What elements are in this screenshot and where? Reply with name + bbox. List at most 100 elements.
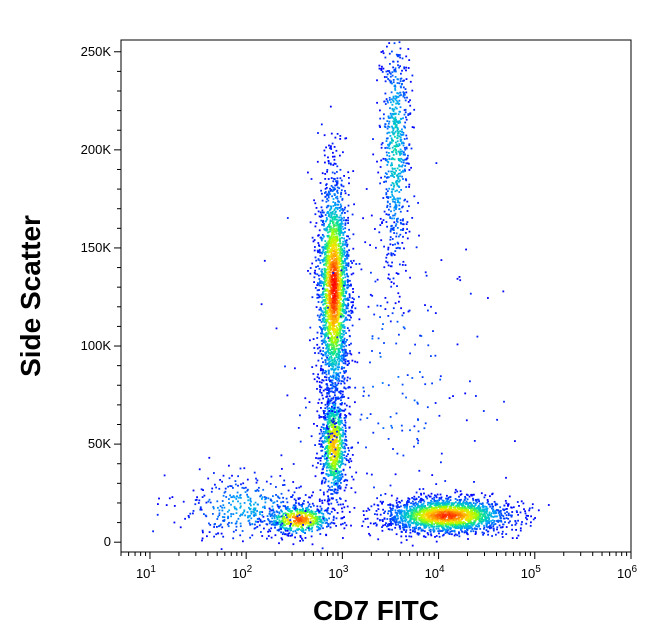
data-point [317,282,319,284]
data-point [333,470,336,473]
data-point [340,420,343,422]
data-point [389,265,392,268]
data-point [325,227,328,230]
data-point [272,508,274,511]
data-point [340,271,343,273]
data-point [347,304,349,307]
data-point [327,352,330,354]
data-point [399,175,401,178]
data-point [326,416,329,419]
data-point [332,435,335,438]
data-point [256,525,259,528]
data-point [391,170,394,173]
data-point [335,396,337,399]
data-point [339,435,342,438]
data-point [326,318,329,321]
data-point [328,372,330,375]
data-point [408,230,411,233]
data-point [329,415,332,417]
data-point [333,391,336,394]
data-point [340,517,343,520]
data-point [285,517,287,520]
data-point [319,251,321,254]
data-point [396,92,399,94]
data-point [342,333,345,336]
data-point [348,511,351,513]
data-point [228,498,230,500]
data-point [335,196,337,199]
data-point [218,509,221,512]
data-point [327,271,329,274]
data-point [386,132,389,135]
data-point [344,190,346,192]
data-point [335,230,337,233]
data-point [335,218,337,221]
data-point [323,499,326,502]
data-point [336,457,339,459]
data-point [389,236,392,238]
data-point [324,415,327,417]
data-point [322,317,325,320]
data-point [341,249,344,252]
data-point [308,511,311,513]
data-point [320,353,323,355]
data-point [223,506,226,509]
data-point [350,316,352,319]
data-point [339,413,342,415]
data-point [301,521,304,524]
data-point [200,488,203,491]
data-point [320,280,323,283]
data-point [336,180,338,183]
data-point [281,538,284,541]
data-point [279,524,282,526]
data-point [321,502,324,504]
data-point [344,276,347,279]
data-point [333,209,336,212]
data-point [328,215,330,217]
data-point [342,228,345,230]
data-point [342,431,345,434]
data-point [330,421,333,424]
data-point [324,220,327,223]
data-point [325,461,327,464]
data-point [325,533,327,536]
data-point [405,147,408,150]
data-point [285,519,287,522]
data-point [173,505,176,507]
data-point [309,521,312,524]
data-point [326,245,329,248]
data-point [343,527,346,530]
data-point [324,243,326,246]
data-point [387,197,390,199]
data-point [343,270,346,272]
data-point [332,245,335,248]
data-point [383,100,386,103]
data-point [335,210,337,213]
data-point [340,278,342,280]
data-point [322,249,325,252]
data-point [342,429,344,432]
data-point [335,356,338,359]
data-point [331,303,334,305]
data-point [407,101,410,103]
data-point [278,516,281,519]
data-point [348,319,351,321]
data-point [324,300,327,302]
data-point [325,262,328,265]
data-point [394,113,396,116]
data-point [344,416,347,419]
data-point [297,524,300,526]
data-point [330,397,333,400]
data-point [334,432,337,435]
data-point [392,120,395,123]
data-point [390,254,393,257]
data-point [331,440,333,443]
data-point [332,344,335,347]
data-point [321,440,323,443]
data-point [454,491,457,494]
data-point [240,483,242,486]
data-point [383,210,386,213]
data-point [302,517,304,520]
data-point [402,94,405,97]
data-point [343,377,346,380]
